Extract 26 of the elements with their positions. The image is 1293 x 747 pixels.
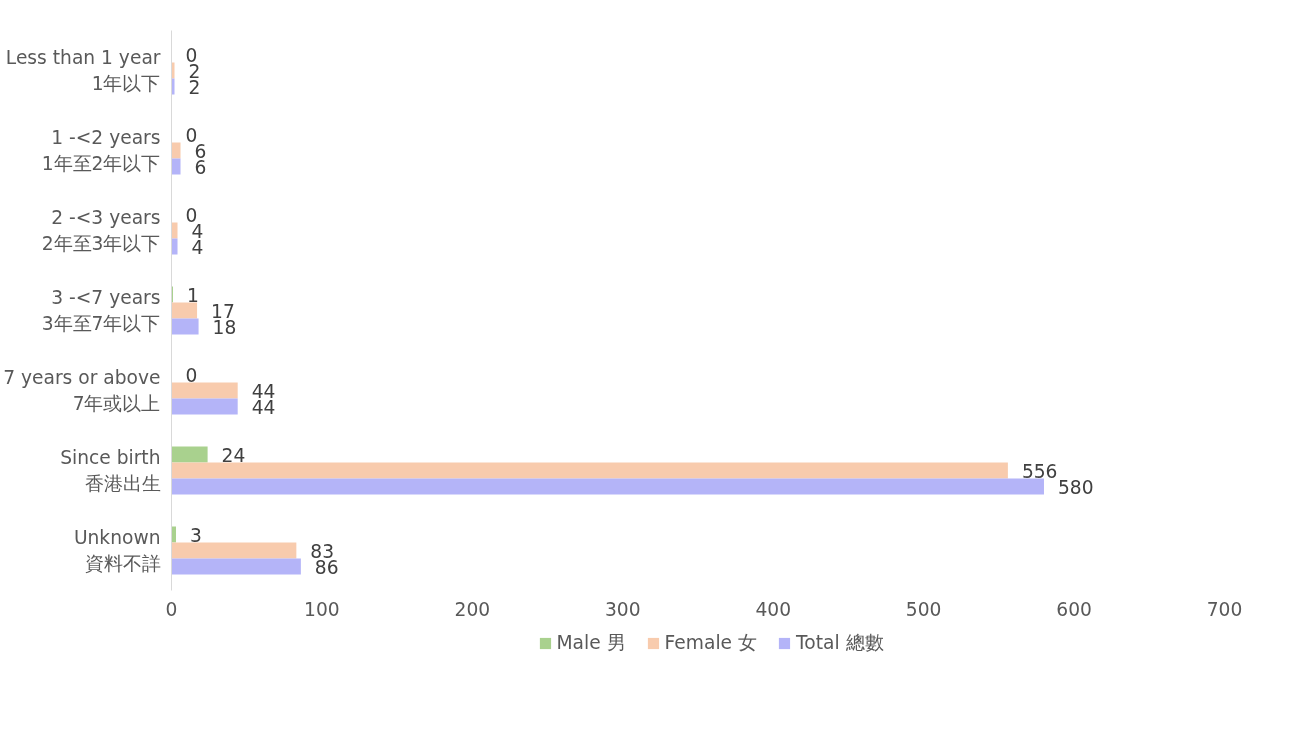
legend-label: Male 男 — [556, 631, 626, 655]
data-label: 556 — [1021, 460, 1058, 482]
x-tick-label: 700 — [1206, 598, 1243, 620]
x-tick-label: 500 — [905, 598, 942, 620]
y-tick-label: 1 -<2 years 1年至2年以下 — [41, 127, 161, 174]
y-tick-label: 3 -<7 years 3年至7年以下 — [41, 287, 161, 334]
x-tick-label: 300 — [604, 598, 641, 620]
data-label: 0 — [185, 124, 198, 146]
x-tick-label: 200 — [454, 598, 491, 620]
x-tick-label: 600 — [1056, 598, 1092, 620]
data-label: 24 — [221, 444, 246, 466]
x-tick-label: 400 — [755, 598, 792, 620]
y-tick-label: 7 years or above 7年或以上 — [3, 367, 161, 414]
y-tick-label: Unknown 資料不詳 — [73, 527, 161, 574]
x-tick-label: 100 — [304, 598, 340, 620]
legend-label: Total 總數 — [796, 631, 884, 655]
y-tick-label: Since birth 香港出生 — [60, 447, 161, 494]
y-tick-label: 2 -<3 years 2年至3年以下 — [41, 207, 161, 254]
data-label: 3 — [190, 524, 202, 546]
data-label: 0 — [185, 364, 198, 386]
data-label: 1 — [187, 284, 199, 306]
legend-label: Female 女 — [664, 631, 757, 655]
x-tick-label: 0 — [165, 598, 178, 620]
y-tick-label: Less than 1 year 1年以下 — [5, 47, 161, 94]
data-label: 580 — [1057, 476, 1094, 498]
data-label: 0 — [185, 204, 198, 226]
